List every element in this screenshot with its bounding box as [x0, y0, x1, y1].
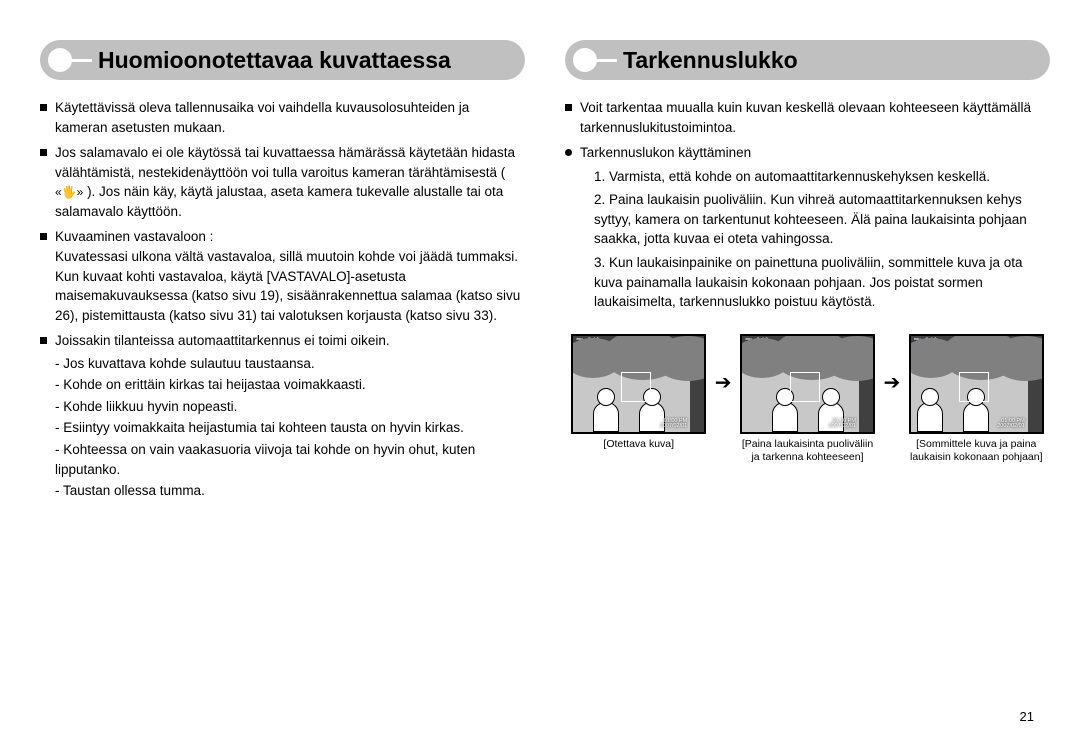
time2: 2007/02/01	[828, 424, 856, 430]
b2-text-a: Jos salamavalo ei ole käytössä tai kuvat…	[55, 145, 515, 180]
right-bullet-1: Voit tarkentaa muualla kuin kuvan keskel…	[565, 98, 1050, 137]
lcd-timestamp: 01:00 PM 2007/02/01	[660, 419, 688, 430]
square-bullet-icon	[40, 233, 47, 240]
b4-4: - Esiintyy voimakkaita heijastumia tai k…	[55, 418, 525, 438]
body-icon	[593, 402, 619, 432]
left-column: Huomioonotettavaa kuvattaessa Käytettävi…	[40, 40, 525, 507]
square-bullet-icon	[40, 104, 47, 111]
head-icon	[597, 388, 615, 406]
b4-1: - Jos kuvattava kohde sulautuu taustaans…	[55, 354, 525, 374]
b4-3: - Kohde liikkuu hyvin nopeasti.	[55, 397, 525, 417]
header-decor-line	[70, 59, 92, 62]
left-b3-content: Kuvaaminen vastavaloon : Kuvatessasi ulk…	[55, 227, 525, 325]
b4-6: - Taustan ollessa tumma.	[55, 481, 525, 501]
lcd-1: 📷 3 10 ▦ 7M ▤	[571, 334, 706, 434]
right-body: Voit tarkentaa muualla kuin kuvan keskel…	[565, 98, 1050, 464]
arrow-icon: ➔	[884, 369, 901, 398]
left-b2-text: Jos salamavalo ei ole käytössä tai kuvat…	[55, 143, 525, 221]
b2-head: Tarkennuslukon käyttäminen	[580, 143, 1050, 163]
time2: 2007/02/01	[660, 424, 688, 430]
step-1: 1. Varmista, että kohde on automaattitar…	[594, 167, 1050, 187]
left-b1-text: Käytettävissä oleva tallennusaika voi va…	[55, 98, 525, 137]
left-bullet-4: Joissakin tilanteissa automaattitarkennu…	[40, 331, 525, 501]
focus-frame	[790, 372, 820, 402]
lcd-timestamp: 01:00 PM 2007/02/01	[997, 419, 1025, 430]
square-bullet-icon	[40, 149, 47, 156]
figure-1: 📷 3 10 ▦ 7M ▤	[569, 334, 709, 451]
page-number: 21	[1020, 709, 1034, 724]
step-2: 2. Paina laukaisin puoliväliin. Kun vihr…	[594, 190, 1050, 249]
left-title: Huomioonotettavaa kuvattaessa	[98, 47, 451, 74]
left-bullet-3: Kuvaaminen vastavaloon : Kuvatessasi ulk…	[40, 227, 525, 325]
lcd-3: 📷 3 10 ▦ 7M ▤	[909, 334, 1044, 434]
right-bullet-2: Tarkennuslukon käyttäminen 1. Varmista, …	[565, 143, 1050, 312]
focus-frame	[621, 372, 651, 402]
body-icon	[772, 402, 798, 432]
left-header: Huomioonotettavaa kuvattaessa	[40, 40, 525, 80]
figure-3: 📷 3 10 ▦ 7M ▤	[906, 334, 1046, 464]
fig2-caption: [Paina laukaisinta puoliväliin ja tarken…	[738, 438, 878, 464]
camera-shake-icon: «🖐»	[55, 184, 83, 201]
fig1-caption: [Otettava kuva]	[569, 438, 709, 451]
arrow-icon: ➔	[715, 369, 732, 398]
right-b1-text: Voit tarkentaa muualla kuin kuvan keskel…	[580, 98, 1050, 137]
b3-body: Kuvatessasi ulkona vältä vastavaloa, sil…	[55, 247, 525, 325]
page: Huomioonotettavaa kuvattaessa Käytettävi…	[40, 40, 1050, 507]
header-decor-circle	[573, 48, 597, 72]
b4-5: - Kohteessa on vain vaakasuoria viivoja …	[55, 440, 525, 479]
right-title: Tarkennuslukko	[623, 47, 798, 74]
round-bullet-icon	[565, 149, 572, 156]
square-bullet-icon	[565, 104, 572, 111]
left-b4-content: Joissakin tilanteissa automaattitarkennu…	[55, 331, 525, 501]
header-decor-line	[595, 59, 617, 62]
left-bullet-1: Käytettävissä oleva tallennusaika voi va…	[40, 98, 525, 137]
body-icon	[963, 402, 989, 432]
lcd-timestamp: 01:00 PM 2007/02/01	[828, 419, 856, 430]
head-icon	[822, 388, 840, 406]
fig3-caption: [Sommittele kuva ja paina laukaisin koko…	[906, 438, 1046, 464]
time2: 2007/02/01	[997, 424, 1025, 430]
right-column: Tarkennuslukko Voit tarkentaa muualla ku…	[565, 40, 1050, 507]
figure-2: 📷 3 10 ▦ 7M ▤	[738, 334, 878, 464]
focus-frame	[959, 372, 989, 402]
step-3: 3. Kun laukaisinpainike on painettuna pu…	[594, 253, 1050, 312]
lcd-2: 📷 3 10 ▦ 7M ▤	[740, 334, 875, 434]
b3-head: Kuvaaminen vastavaloon :	[55, 227, 525, 247]
b4-sublist: - Jos kuvattava kohde sulautuu taustaans…	[55, 354, 525, 501]
num-steps: 1. Varmista, että kohde on automaattitar…	[594, 167, 1050, 312]
figures-row: 📷 3 10 ▦ 7M ▤	[565, 334, 1050, 464]
b2-text-b: ). Jos näin käy, käytä jalustaa, aseta k…	[55, 184, 503, 219]
left-bullet-2: Jos salamavalo ei ole käytössä tai kuvat…	[40, 143, 525, 221]
left-body: Käytettävissä oleva tallennusaika voi va…	[40, 98, 525, 501]
b4-2: - Kohde on erittäin kirkas tai heijastaa…	[55, 375, 525, 395]
head-icon	[921, 388, 939, 406]
b4-head: Joissakin tilanteissa automaattitarkennu…	[55, 331, 525, 351]
right-header: Tarkennuslukko	[565, 40, 1050, 80]
body-icon	[917, 402, 943, 432]
right-b2-content: Tarkennuslukon käyttäminen 1. Varmista, …	[580, 143, 1050, 312]
square-bullet-icon	[40, 337, 47, 344]
header-decor-circle	[48, 48, 72, 72]
